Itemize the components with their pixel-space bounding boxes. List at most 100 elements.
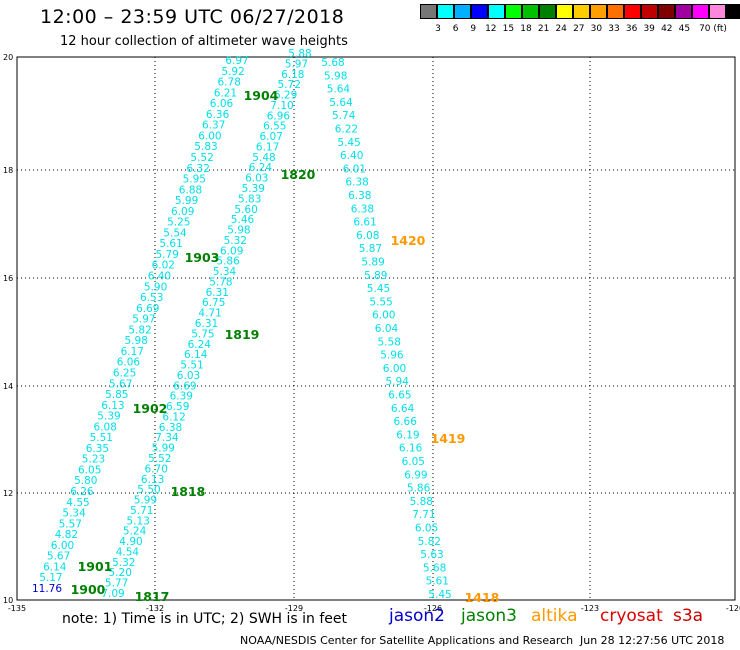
swh-value: 5.25 — [167, 217, 190, 229]
swh-value: 6.04 — [375, 323, 399, 335]
swh-value: 6.39 — [170, 391, 193, 403]
swh-value: 5.83 — [238, 193, 261, 205]
swh-value: 5.55 — [369, 296, 392, 308]
swh-value: 6.40 — [340, 150, 363, 162]
swh-value: 4.54 — [116, 547, 140, 559]
page-title: 12:00 – 23:59 UTC 06/27/2018 — [40, 6, 345, 28]
swh-value: 5.46 — [231, 214, 255, 226]
swh-value: 6.53 — [140, 292, 163, 304]
swh-value: 5.52 — [190, 152, 213, 164]
swh-value: 6.96 — [267, 110, 291, 122]
swh-value: 5.89 — [361, 257, 384, 269]
swh-value: 6.24 — [249, 162, 273, 174]
swh-value: 5.82 — [128, 324, 151, 336]
swh-value: 5.24 — [123, 526, 147, 538]
time-label: 1820 — [281, 167, 316, 182]
swh-value: 6.03 — [177, 370, 200, 382]
swh-value: 6.00 — [198, 130, 221, 142]
swh-value: 6.00 — [383, 363, 406, 375]
scale-label: 21 — [537, 24, 550, 34]
swh-value: 5.45 — [428, 589, 451, 601]
swh-value: 5.68 — [321, 57, 344, 69]
swh-value: 5.32 — [112, 557, 135, 569]
scale-swatch — [522, 4, 539, 19]
timestamp-text: Jun 28 12:27:56 UTC 2018 — [580, 634, 725, 647]
scale-swatch — [437, 4, 454, 19]
swh-value: 7.10 — [270, 100, 293, 112]
swh-value: 6.03 — [245, 173, 268, 185]
x-tick-label: -132 — [146, 604, 164, 613]
swh-value: 6.05 — [78, 465, 101, 477]
swh-value: 6.21 — [214, 87, 237, 99]
satellite-jason3: jason3 — [461, 606, 517, 626]
swh-value: 5.13 — [127, 515, 150, 527]
swh-value: 6.17 — [256, 142, 279, 154]
swh-value: 6.31 — [206, 287, 229, 299]
swh-value: 6.35 — [86, 443, 109, 455]
swh-value: 5.86 — [216, 256, 240, 268]
swh-value: 6.07 — [260, 131, 283, 143]
scale-label: 6 — [452, 24, 459, 34]
swh-value: 6.05 — [402, 456, 425, 468]
scale-label: 36 — [625, 24, 638, 34]
scale-label: 30 — [590, 24, 603, 34]
x-tick-label: -129 — [285, 604, 303, 613]
swh-value: 5.74 — [332, 110, 356, 122]
swh-value: 5.39 — [97, 411, 120, 423]
swh-value: 6.12 — [162, 412, 185, 424]
scale-swatch — [420, 4, 437, 19]
swh-value: 5.87 — [359, 243, 382, 255]
swh-value: 5.85 — [105, 389, 128, 401]
swh-value: 6.75 — [202, 297, 225, 309]
swh-value: 6.00 — [51, 540, 74, 552]
time-labels: 1900 1901 1902 1903 1904 1817 1818 1819 1820 1418… — [71, 88, 500, 605]
time-label: 1903 — [185, 250, 220, 265]
swh-value: 5.52 — [148, 453, 171, 465]
satellite-s3a: s3a — [673, 606, 704, 626]
satellite-cryosat: cryosat — [600, 606, 663, 626]
swh-value: 6.26 — [70, 486, 94, 498]
swh-value: 6.00 — [372, 310, 395, 322]
swh-value: 6.32 — [187, 163, 210, 175]
scale-label: 27 — [573, 24, 585, 34]
y-tick-label: 18 — [3, 166, 13, 175]
swh-value: 5.67 — [47, 551, 70, 563]
swh-value: 5.95 — [183, 174, 206, 186]
swh-value: 5.17 — [39, 572, 62, 584]
swh-value: 7.09 — [101, 588, 124, 600]
swh-value: 5.68 — [423, 562, 446, 574]
swh-value: 6.88 — [179, 184, 202, 196]
time-label: 1902 — [133, 401, 168, 416]
scale-swatch — [675, 4, 692, 19]
x-tick-label: -120 — [726, 604, 740, 613]
swh-value: 6.59 — [166, 401, 189, 413]
swh-value: 5.77 — [105, 578, 128, 590]
swh-value: 5.67 — [109, 378, 132, 390]
time-label: 1901 — [78, 559, 113, 574]
y-tick-label: 12 — [3, 489, 13, 498]
swh-value: 7.34 — [155, 432, 179, 444]
swh-value: 5.98 — [125, 335, 148, 347]
swh-value: 6.99 — [404, 469, 427, 481]
swh-value: 5.88 — [410, 496, 433, 508]
swh-value: 5.88 — [288, 48, 311, 60]
swh-value: 5.45 — [367, 283, 390, 295]
time-label: 1817 — [135, 589, 170, 604]
swh-value: 6.64 — [391, 403, 415, 415]
swh-value: 5.51 — [90, 432, 113, 444]
scale-swatch — [658, 4, 675, 19]
swh-value: 5.61 — [426, 576, 449, 588]
scale-swatch — [692, 4, 709, 19]
swh-value: 5.99 — [134, 495, 157, 507]
swh-value: 4.55 — [66, 497, 89, 509]
swh-value: 5.34 — [62, 508, 86, 520]
y-tick-label: 10 — [3, 596, 13, 605]
swh-value: 6.13 — [141, 474, 164, 486]
swh-value: 4.71 — [198, 308, 221, 320]
scale-swatch — [726, 4, 740, 19]
swh-value: 5.92 — [221, 66, 244, 78]
swh-value: 5.97 — [285, 58, 308, 70]
swh-value: 5.99 — [152, 443, 175, 455]
scale-swatch — [590, 4, 607, 19]
swh-value: 5.75 — [191, 328, 214, 340]
